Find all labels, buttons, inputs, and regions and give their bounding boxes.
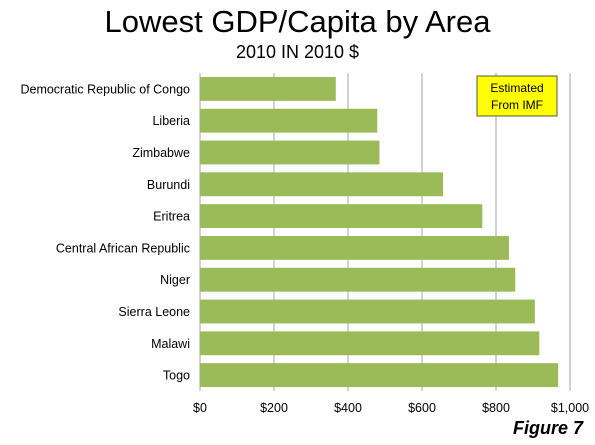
annotation-line-2: From IMF bbox=[491, 98, 543, 112]
x-tick-label: $800 bbox=[482, 401, 510, 415]
bar bbox=[200, 267, 516, 292]
x-tick-label: $1,000 bbox=[551, 401, 589, 415]
x-tick-label: $600 bbox=[408, 401, 436, 415]
category-label: Liberia bbox=[152, 114, 190, 128]
bar bbox=[200, 299, 535, 324]
category-label: Malawi bbox=[151, 337, 190, 351]
x-tick-label: $400 bbox=[334, 401, 362, 415]
annotation-line-1: Estimated bbox=[490, 81, 543, 95]
bar bbox=[200, 235, 509, 260]
x-tick-labels: $0 $200 $400 $600 $800 $1,000 bbox=[193, 401, 589, 415]
bar bbox=[200, 76, 336, 101]
category-label: Central African Republic bbox=[56, 241, 190, 255]
bar bbox=[200, 204, 483, 229]
category-label: Zimbabwe bbox=[132, 146, 190, 160]
category-label: Burundi bbox=[147, 178, 190, 192]
category-label: Sierra Leone bbox=[118, 305, 190, 319]
annotation-box-bg bbox=[476, 75, 558, 117]
category-label: Niger bbox=[160, 273, 190, 287]
chart-title: Lowest GDP/Capita by Area bbox=[104, 4, 491, 39]
category-label: Eritrea bbox=[153, 210, 190, 224]
bar bbox=[200, 363, 559, 388]
bar bbox=[200, 172, 444, 197]
figure-label: Figure 7 bbox=[512, 418, 583, 438]
x-tick-label: $200 bbox=[260, 401, 288, 415]
x-tick-label: $0 bbox=[193, 401, 207, 415]
category-label: Togo bbox=[163, 369, 190, 383]
chart-subtitle: 2010 IN 2010 $ bbox=[235, 42, 360, 62]
bar bbox=[200, 140, 380, 165]
bars bbox=[200, 76, 559, 388]
annotation-box: Estimated From IMF bbox=[476, 75, 558, 117]
bar bbox=[200, 108, 378, 133]
category-label: Democratic Republic of Congo bbox=[20, 82, 190, 96]
bar bbox=[200, 331, 540, 356]
category-labels: Democratic Republic of Congo Liberia Zimba… bbox=[20, 82, 190, 382]
